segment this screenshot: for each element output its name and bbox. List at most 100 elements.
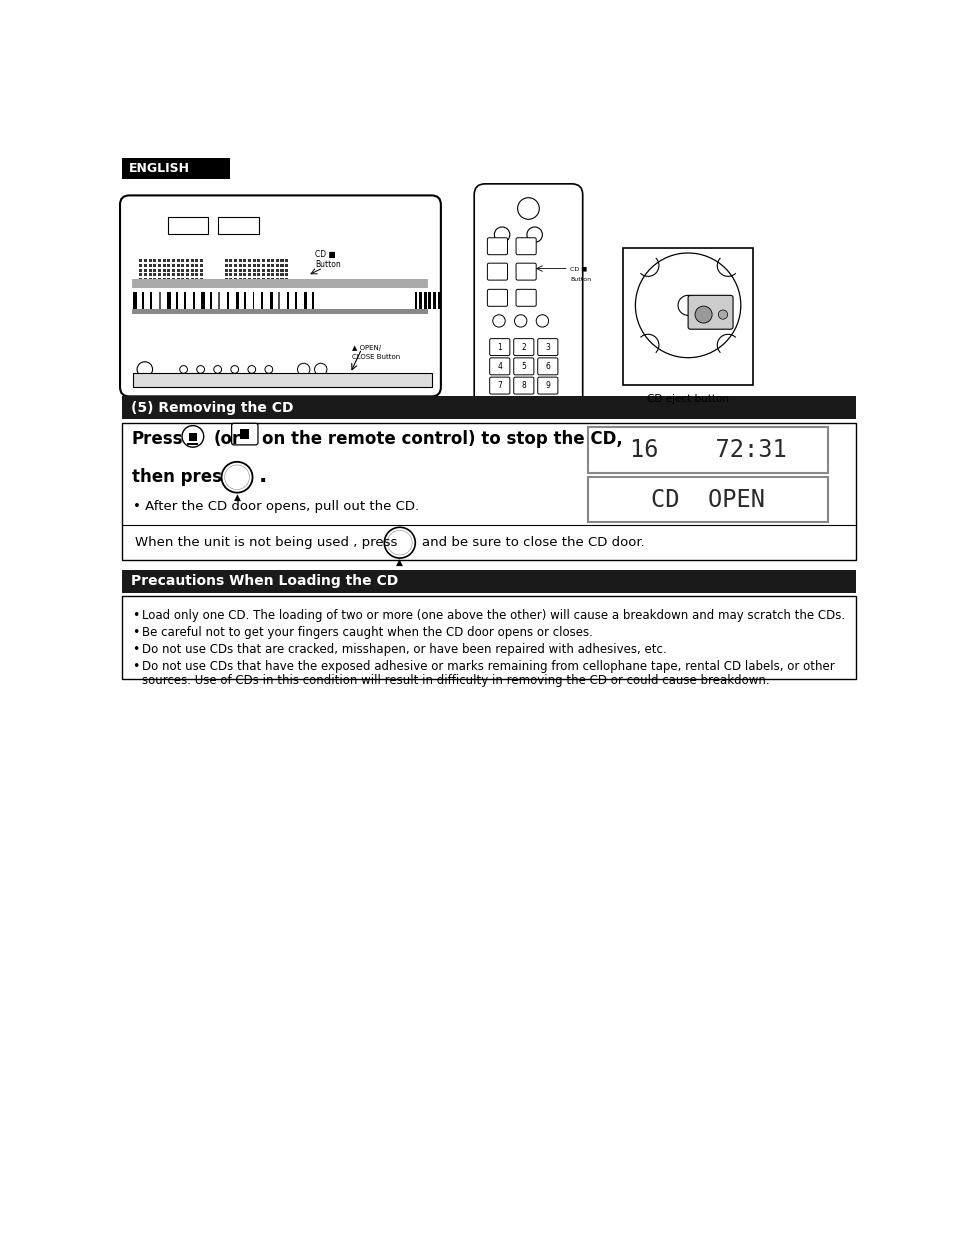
Bar xyxy=(622,247,753,385)
Bar xyxy=(162,260,166,262)
Bar xyxy=(285,282,288,286)
Bar xyxy=(243,268,246,272)
FancyBboxPatch shape xyxy=(516,263,536,280)
Bar xyxy=(186,273,189,276)
Bar xyxy=(162,268,166,272)
Bar xyxy=(149,278,152,281)
Bar xyxy=(172,273,174,276)
Bar xyxy=(253,260,255,262)
FancyBboxPatch shape xyxy=(489,357,509,375)
Bar xyxy=(415,292,416,308)
Bar xyxy=(132,278,428,288)
Bar xyxy=(195,273,198,276)
Bar xyxy=(144,278,147,281)
Bar xyxy=(181,282,184,286)
Bar xyxy=(172,260,174,262)
Circle shape xyxy=(678,296,698,315)
Bar xyxy=(176,273,179,276)
Bar xyxy=(280,278,283,281)
Bar xyxy=(285,260,288,262)
Bar xyxy=(139,273,142,276)
Circle shape xyxy=(514,314,526,327)
Bar xyxy=(133,374,431,387)
Bar xyxy=(433,292,436,308)
Bar xyxy=(233,282,236,286)
Text: then press: then press xyxy=(132,469,232,486)
Bar xyxy=(248,260,251,262)
Circle shape xyxy=(635,254,740,357)
FancyBboxPatch shape xyxy=(487,263,507,280)
Text: CLOSE Button: CLOSE Button xyxy=(352,354,399,360)
Text: •: • xyxy=(132,626,139,638)
Bar xyxy=(195,282,198,286)
Bar xyxy=(233,273,236,276)
Bar xyxy=(271,273,274,276)
FancyBboxPatch shape xyxy=(487,238,507,255)
Bar xyxy=(238,273,241,276)
Bar xyxy=(181,268,184,272)
Bar xyxy=(261,260,265,262)
Bar xyxy=(186,268,189,272)
Bar xyxy=(587,477,827,522)
Bar xyxy=(280,268,283,272)
Bar xyxy=(229,278,233,281)
Bar xyxy=(144,273,147,276)
Bar xyxy=(261,268,265,272)
Circle shape xyxy=(387,531,412,555)
FancyBboxPatch shape xyxy=(537,357,558,375)
Text: Do not use CDs that are cracked, misshapen, or have been repaired with adhesives: Do not use CDs that are cracked, misshap… xyxy=(142,643,666,656)
Bar xyxy=(158,292,160,308)
Circle shape xyxy=(231,366,238,374)
Bar xyxy=(149,282,152,286)
Bar xyxy=(275,268,278,272)
FancyBboxPatch shape xyxy=(487,289,507,307)
Bar xyxy=(172,268,174,272)
Bar xyxy=(266,260,270,262)
Bar xyxy=(153,263,156,267)
Bar xyxy=(233,263,236,267)
Circle shape xyxy=(248,366,255,374)
Bar xyxy=(186,263,189,267)
FancyBboxPatch shape xyxy=(537,339,558,355)
Bar xyxy=(195,260,198,262)
FancyBboxPatch shape xyxy=(513,377,534,395)
Circle shape xyxy=(179,366,187,374)
Bar xyxy=(187,443,198,445)
Bar xyxy=(139,260,142,262)
Bar xyxy=(218,216,258,234)
Bar xyxy=(423,292,426,308)
Bar xyxy=(229,268,233,272)
FancyBboxPatch shape xyxy=(474,184,582,414)
Bar xyxy=(191,282,193,286)
Bar xyxy=(248,282,251,286)
Bar xyxy=(158,282,161,286)
Bar xyxy=(121,158,230,179)
Bar xyxy=(280,282,283,286)
Text: •: • xyxy=(132,609,139,622)
Circle shape xyxy=(384,527,415,558)
Bar xyxy=(285,273,288,276)
Text: sources. Use of CDs in this condition will result in difficulty in removing the : sources. Use of CDs in this condition wi… xyxy=(142,674,769,688)
Bar xyxy=(243,260,246,262)
Bar xyxy=(142,292,144,308)
FancyBboxPatch shape xyxy=(232,423,257,445)
Bar xyxy=(153,268,156,272)
Bar xyxy=(186,282,189,286)
Bar xyxy=(162,273,166,276)
Text: 3: 3 xyxy=(545,343,550,351)
Bar xyxy=(139,278,142,281)
Bar xyxy=(285,278,288,281)
Bar xyxy=(158,263,161,267)
Bar xyxy=(149,268,152,272)
FancyBboxPatch shape xyxy=(537,377,558,395)
Text: When the unit is not being used , press: When the unit is not being used , press xyxy=(134,536,396,549)
Bar xyxy=(224,268,228,272)
Bar xyxy=(191,273,193,276)
Bar xyxy=(167,273,171,276)
Bar xyxy=(144,263,147,267)
Bar xyxy=(132,308,428,314)
Text: ENGLISH: ENGLISH xyxy=(130,162,191,176)
Text: 16    72:31: 16 72:31 xyxy=(629,438,786,463)
Bar xyxy=(144,282,147,286)
Text: (5) Removing the CD: (5) Removing the CD xyxy=(131,401,294,414)
